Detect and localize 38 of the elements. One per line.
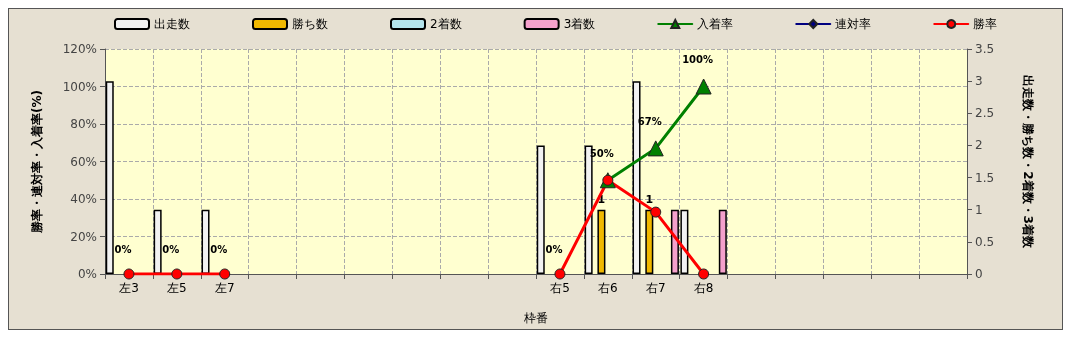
y-axis-title: 勝率・連対率・入着率(%) [30,90,44,234]
data-label: 0% [210,244,228,255]
y2-tick-label: 1 [975,202,983,217]
legend-label: 連対率 [835,17,872,31]
y-tick-label: 40% [70,192,97,206]
data-label: 0% [162,244,180,255]
y-tick-label: 100% [62,79,97,94]
y2-tick-label: 2.5 [975,106,995,121]
y-tick-label: 0% [77,267,97,281]
x-tick-label: 左7 [214,281,235,295]
x-tick-label: 右5 [550,281,570,295]
legend-label: 入着率 [697,17,734,31]
x-axis-title: 枠番 [523,311,548,325]
y2-tick-label: 0 [975,267,983,281]
x-tick-label: 右7 [645,281,666,295]
x-tick-label: 左3 [119,281,139,295]
y-tick-label: 60% [70,154,97,169]
x-tick-label: 左5 [167,281,187,295]
y2-tick-label: 1.5 [975,170,995,185]
x-tick-label: 右8 [693,281,714,295]
legend-label: 出走数 [154,17,190,31]
legend-label: 勝率 [973,17,998,31]
legend-label: 勝ち数 [292,17,328,31]
data-label: 0% [114,244,132,255]
y2-tick-label: 0.5 [975,234,995,249]
y-tick-label: 20% [70,229,97,244]
legend-label: 3着数 [563,17,596,31]
y2-tick-label: 3.5 [975,42,995,56]
x-tick-label: 右6 [598,281,618,295]
y2-axis-title: 出走数・勝ち数・2着数・3着数 [1021,75,1035,249]
data-label: 100% [682,54,714,65]
data-label: 1 [645,192,654,206]
y2-tick-label: 3 [975,74,983,89]
y2-tick-label: 2 [975,138,983,153]
y-tick-label: 80% [70,117,97,131]
y-tick-label: 120% [62,42,97,56]
legend-label: 2着数 [430,17,462,31]
data-label: 0% [545,244,563,255]
